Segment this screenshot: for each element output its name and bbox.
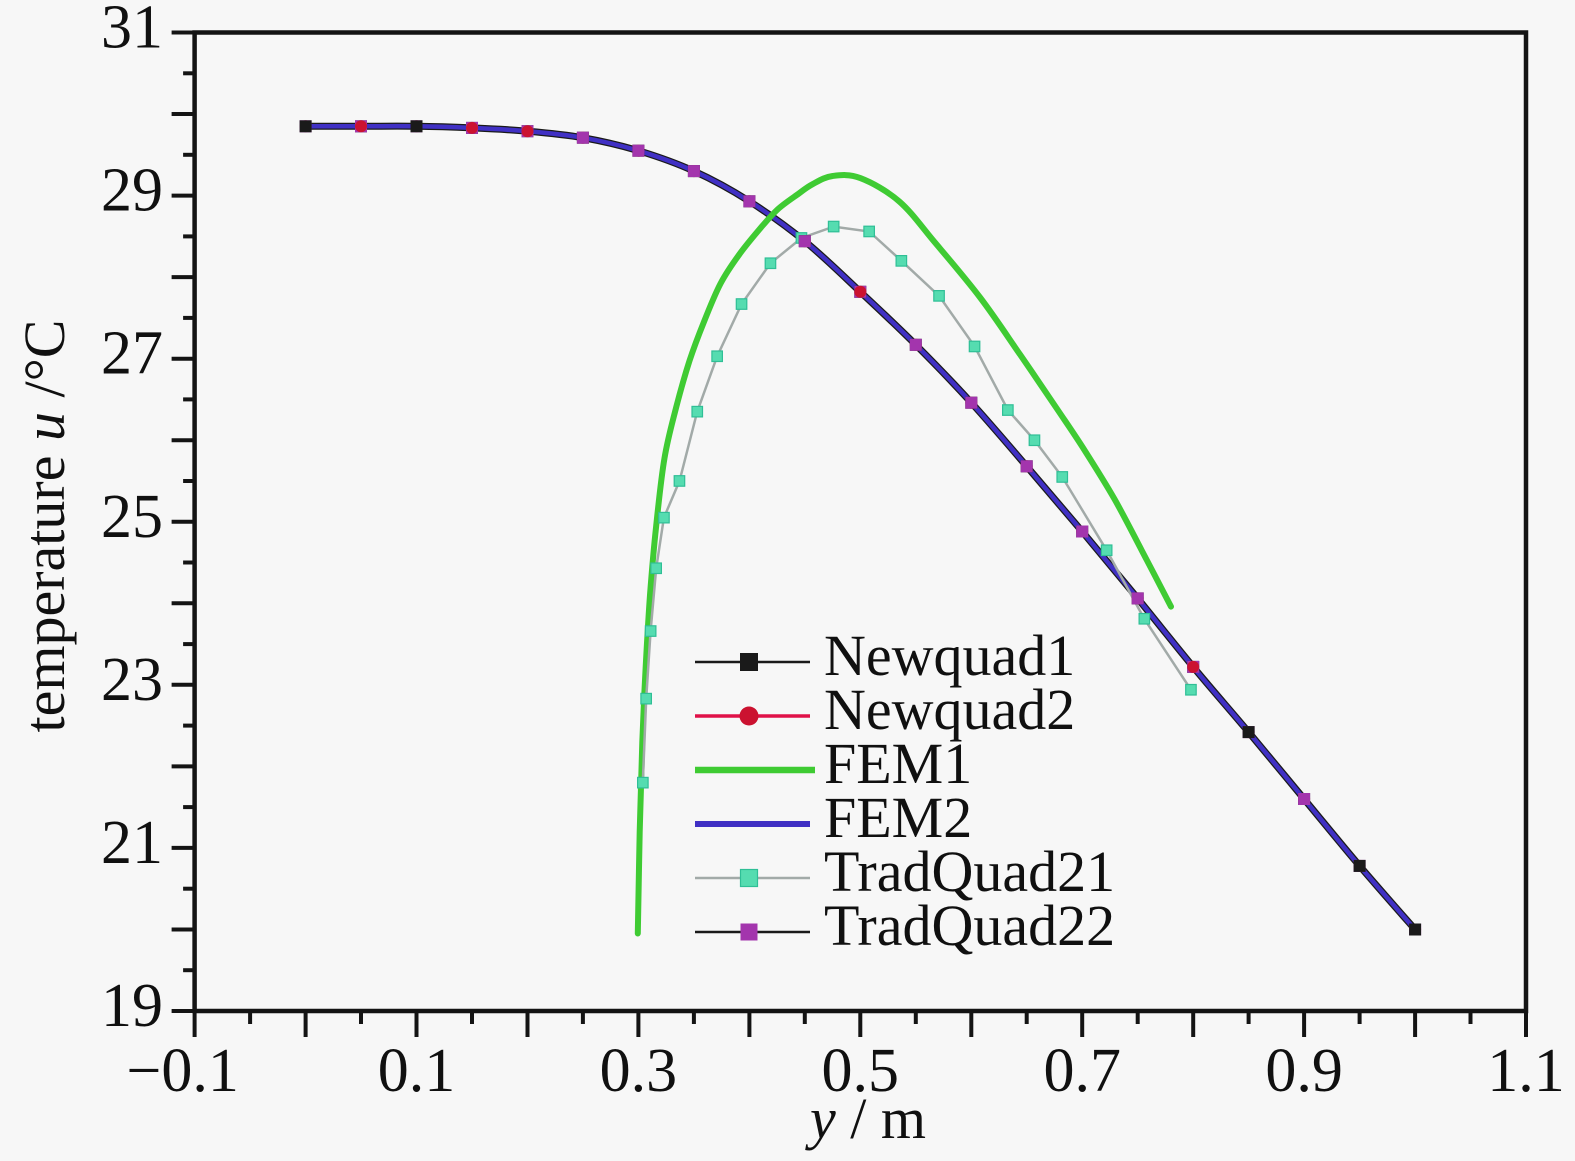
svg-text:FEM2: FEM2 [824,785,972,850]
svg-text:TradQuad22: TradQuad22 [824,893,1115,958]
svg-text:23: 23 [101,646,163,714]
svg-text:0.7: 0.7 [1043,1037,1121,1105]
svg-text:0.9: 0.9 [1265,1037,1343,1105]
svg-text:19: 19 [101,972,163,1040]
svg-text:0.5: 0.5 [822,1037,900,1105]
svg-text:0.1: 0.1 [378,1037,456,1105]
svg-text:31: 31 [101,0,163,62]
svg-text:1.1: 1.1 [1487,1037,1565,1105]
svg-text:Newquad2: Newquad2 [824,677,1075,742]
svg-text:FEM1: FEM1 [824,731,972,796]
svg-text:−0.1: −0.1 [126,1037,238,1105]
svg-text:0.3: 0.3 [600,1037,678,1105]
svg-text:27: 27 [101,320,163,388]
svg-text:temperature u /°C: temperature u /°C [12,320,77,733]
svg-text:29: 29 [101,157,163,225]
svg-text:21: 21 [101,809,163,877]
svg-text:25: 25 [101,483,163,551]
svg-text:Newquad1: Newquad1 [824,623,1075,688]
svg-text:y / m: y / m [805,1086,926,1151]
svg-text:TradQuad21: TradQuad21 [824,839,1115,904]
